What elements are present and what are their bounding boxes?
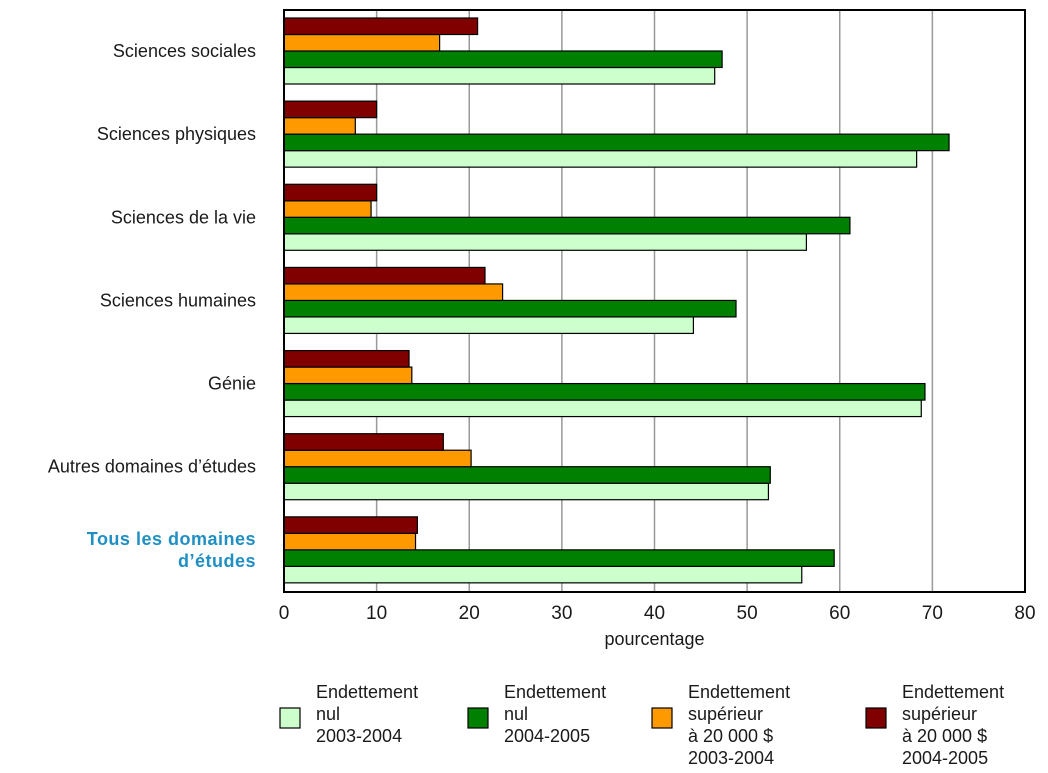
legend-label: Endettement (902, 682, 1004, 702)
bar (283, 382, 926, 401)
legend-label: nul (316, 704, 340, 724)
legend-label: Endettement (504, 682, 606, 702)
legend-label: nul (504, 704, 528, 724)
x-tick-label: 60 (829, 603, 850, 624)
legend-label: à 20 000 $ (902, 726, 987, 746)
bar (283, 433, 444, 451)
x-tick-label: 0 (279, 603, 290, 624)
bar (283, 482, 770, 501)
bar (283, 516, 418, 534)
bar (283, 216, 851, 235)
category-label: Tous les domaines (87, 529, 256, 549)
category-labels: Sciences sociales Sciences physiques Scien… (48, 41, 256, 571)
legend-label: Endettement (316, 682, 418, 702)
bar (283, 449, 472, 468)
legend-label: Endettement (688, 682, 790, 702)
category-label: d’études (178, 551, 256, 571)
x-tick-labels: 0 10 20 30 40 50 60 70 80 (279, 603, 1036, 624)
category-label: Sciences physiques (97, 124, 256, 144)
bar (283, 183, 378, 202)
bar (283, 532, 417, 551)
x-axis-title: pourcentage (604, 629, 704, 649)
category-label: Génie (208, 374, 256, 394)
legend-label: supérieur (688, 704, 763, 724)
category-label: Sciences humaines (100, 290, 256, 310)
bar (283, 100, 378, 119)
x-tick-label: 30 (551, 603, 572, 624)
bar (283, 117, 356, 135)
bar (283, 66, 716, 85)
bar (283, 399, 922, 418)
x-tick-label: 20 (459, 603, 480, 624)
legend-label: à 20 000 $ (688, 726, 773, 746)
legend: Endettementnul2003-2004Endettementnul200… (279, 682, 1004, 768)
bar (283, 299, 737, 318)
bar (283, 316, 695, 335)
legend-label: 2003-2004 (688, 748, 774, 768)
plot-frame (283, 9, 1026, 593)
category-label: Sciences de la vie (111, 207, 256, 227)
legend-swatch (467, 707, 489, 729)
bar (283, 133, 950, 152)
x-tick-label: 70 (922, 603, 943, 624)
legend-label: 2004-2005 (504, 726, 590, 746)
bar (283, 565, 803, 584)
bar (283, 17, 479, 36)
bar (283, 150, 918, 168)
legend-label: supérieur (902, 704, 977, 724)
legend-label: 2004-2005 (902, 748, 988, 768)
bar (283, 366, 413, 385)
bar (283, 33, 441, 52)
bars (283, 17, 950, 584)
legend-label: 2003-2004 (316, 726, 402, 746)
bar (283, 349, 410, 368)
x-tick-label: 10 (366, 603, 387, 624)
bar (283, 50, 723, 69)
legend-swatch (279, 707, 301, 729)
bar (283, 233, 808, 251)
bar (283, 283, 504, 302)
category-label: Sciences sociales (113, 41, 256, 61)
x-tick-label: 50 (737, 603, 758, 624)
bar (283, 466, 771, 484)
x-tick-label: 80 (1014, 603, 1035, 624)
x-tick-label: 40 (644, 603, 665, 624)
bar (283, 549, 835, 567)
bar (283, 266, 486, 285)
bar (283, 200, 372, 218)
legend-swatch (651, 707, 673, 729)
category-label: Autres domaines d’études (48, 457, 256, 477)
legend-swatch (865, 707, 887, 729)
